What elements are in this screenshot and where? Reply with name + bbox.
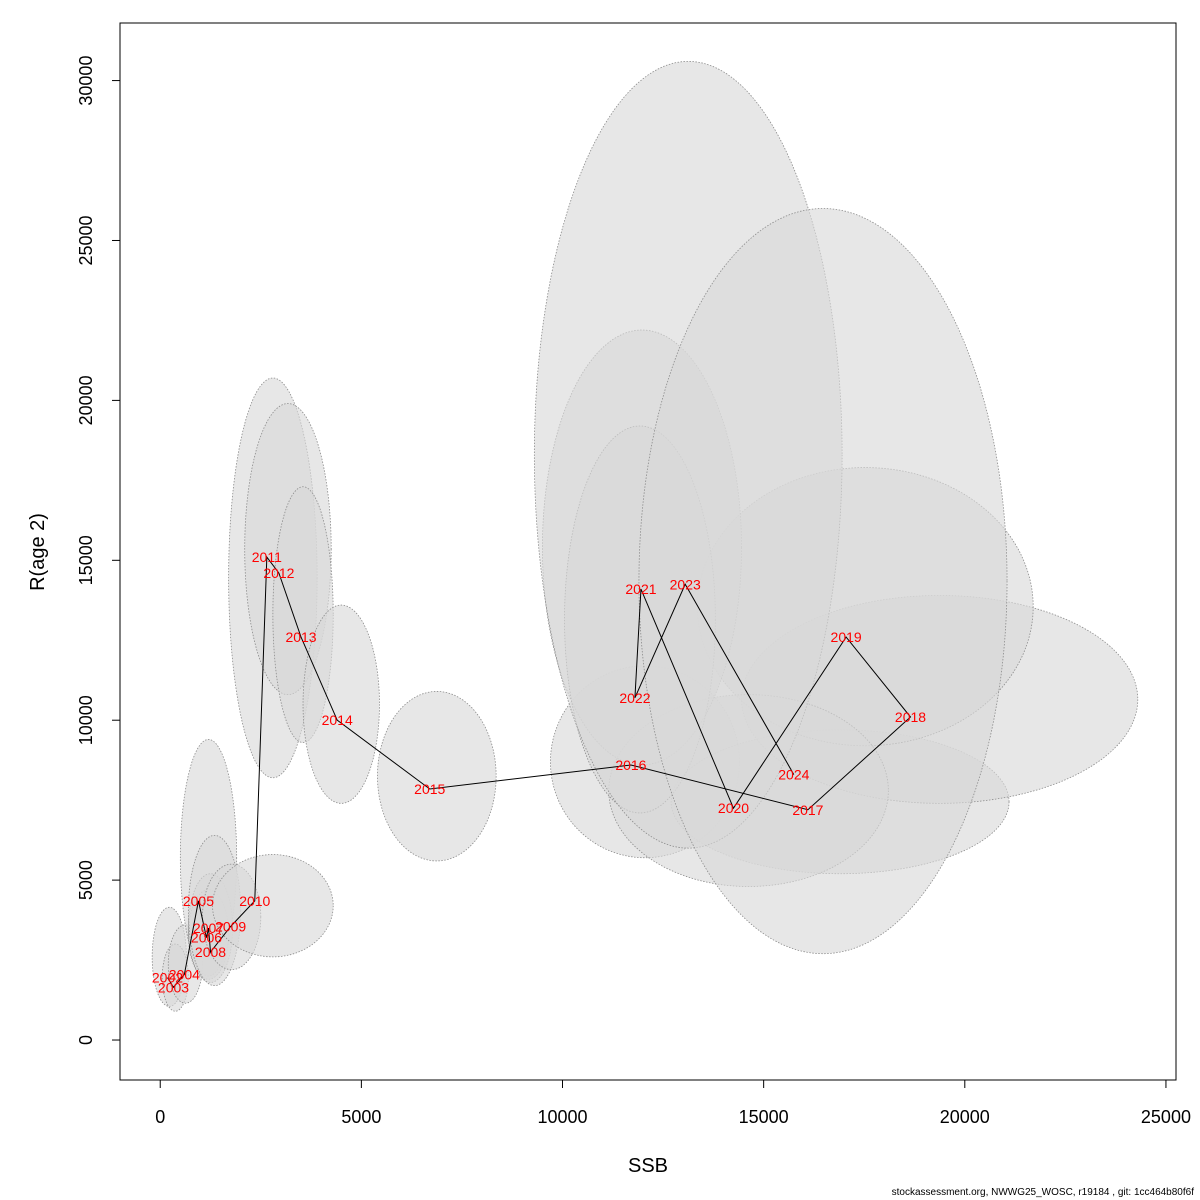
year-label-2024: 2024 <box>778 767 809 783</box>
y-tick-label: 20000 <box>76 375 96 425</box>
year-label-2003: 2003 <box>158 979 189 995</box>
y-tick-label: 0 <box>76 1035 96 1045</box>
confidence-ellipse-2010 <box>212 854 334 958</box>
year-label-2007: 2007 <box>193 920 224 936</box>
x-axis-title: SSB <box>628 1155 668 1177</box>
x-tick-label: 0 <box>155 1107 165 1127</box>
year-label-2002: 2002 <box>152 970 183 986</box>
y-tick-label: 5000 <box>76 860 96 900</box>
year-label-2018: 2018 <box>895 709 926 725</box>
year-label-2009: 2009 <box>215 918 246 934</box>
year-label-2015: 2015 <box>414 781 445 797</box>
confidence-ellipse-2024 <box>638 208 1008 955</box>
trajectory-line <box>167 555 912 989</box>
x-tick-label: 10000 <box>537 1107 587 1127</box>
confidence-ellipse-2015 <box>377 691 497 862</box>
footer-credit: stockassessment.org, NWWG25_WOSC, r19184… <box>891 1187 1194 1198</box>
trajectory-path <box>167 555 912 989</box>
year-label-2017: 2017 <box>792 802 823 818</box>
y-axis-title: R(age 2) <box>27 513 49 591</box>
y-tick-label: 15000 <box>76 535 96 585</box>
x-axis: 0 5000 10000 15000 20000 25000 <box>155 1079 1191 1127</box>
year-label-2019: 2019 <box>831 629 862 645</box>
year-label-2022: 2022 <box>619 690 650 706</box>
confidence-ellipses <box>151 60 1139 1012</box>
y-tick-label: 10000 <box>76 695 96 745</box>
x-tick-label: 15000 <box>739 1107 789 1127</box>
year-label-2006: 2006 <box>191 930 222 946</box>
year-label-2012: 2012 <box>263 565 294 581</box>
x-tick-label: 25000 <box>1141 1107 1191 1127</box>
year-label-2005: 2005 <box>183 893 214 909</box>
x-tick-label: 5000 <box>341 1107 381 1127</box>
year-label-2021: 2021 <box>625 581 656 597</box>
year-label-2011: 2011 <box>252 549 282 565</box>
year-label-2004: 2004 <box>169 966 200 982</box>
y-tick-label: 30000 <box>76 56 96 106</box>
year-label-2010: 2010 <box>239 893 270 909</box>
year-label-2014: 2014 <box>322 712 353 728</box>
confidence-ellipse-2014 <box>302 604 380 804</box>
y-axis: 0 5000 10000 15000 20000 25000 30000 <box>76 56 121 1045</box>
year-label-2020: 2020 <box>718 800 749 816</box>
year-label-2016: 2016 <box>615 757 646 773</box>
year-label-2023: 2023 <box>670 576 701 592</box>
x-tick-label: 20000 <box>940 1107 990 1127</box>
year-label-2008: 2008 <box>195 944 226 960</box>
y-tick-label: 25000 <box>76 215 96 265</box>
year-label-2013: 2013 <box>285 629 316 645</box>
